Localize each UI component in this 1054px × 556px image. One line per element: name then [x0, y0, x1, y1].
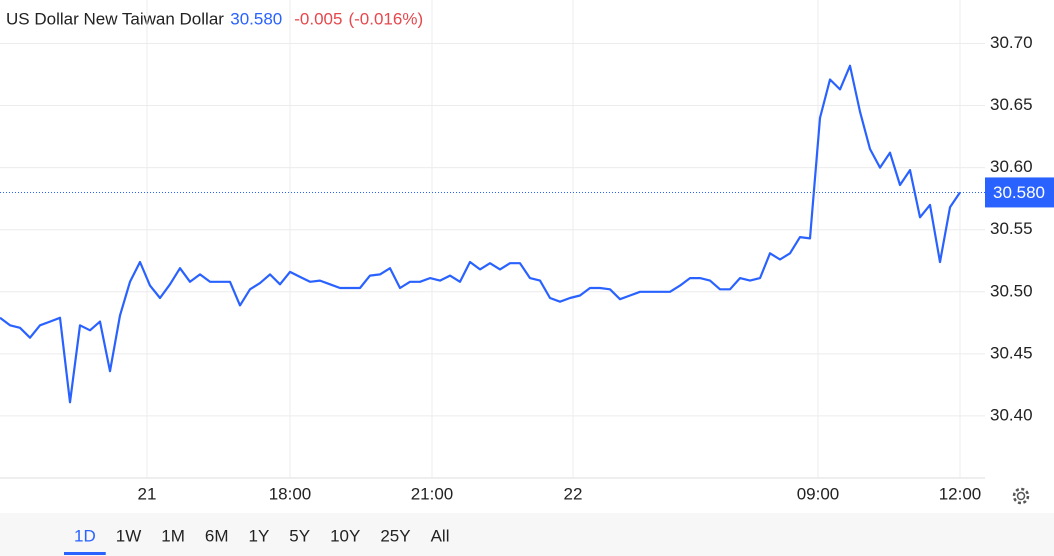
x-tick-label: 22	[564, 484, 583, 503]
y-tick-label: 30.70	[990, 33, 1033, 52]
y-tick-label: 30.40	[990, 405, 1033, 424]
x-tick-label: 18:00	[269, 484, 312, 503]
range-button[interactable]: 25Y	[380, 526, 410, 545]
range-button[interactable]: 5Y	[289, 526, 310, 545]
x-tick-label: 21:00	[411, 484, 454, 503]
range-button[interactable]: 1W	[116, 526, 142, 545]
price-line	[0, 64, 961, 404]
change: -0.005	[294, 9, 342, 28]
range-button[interactable]: 6M	[205, 526, 229, 545]
range-button[interactable]: 1M	[161, 526, 185, 545]
price-tag-label: 30.580	[993, 183, 1045, 202]
y-tick-label: 30.60	[990, 157, 1033, 176]
range-bar	[0, 513, 1054, 556]
y-tick-label: 30.55	[990, 219, 1033, 238]
range-button[interactable]: 1Y	[248, 526, 269, 545]
x-tick-label: 21	[138, 484, 157, 503]
range-button[interactable]: All	[431, 526, 450, 545]
price: 30.580	[230, 9, 282, 28]
y-tick-label: 30.50	[990, 281, 1033, 300]
settings-icon[interactable]	[1012, 487, 1030, 505]
x-tick-label: 12:00	[939, 484, 982, 503]
x-tick-label: 09:00	[797, 484, 840, 503]
range-button[interactable]: 1D	[74, 526, 96, 545]
y-tick-label: 30.65	[990, 95, 1033, 114]
price-tag	[985, 177, 1054, 208]
y-tick-label: 30.45	[990, 343, 1033, 362]
range-underline	[64, 552, 106, 555]
chart-title: US Dollar New Taiwan Dollar	[6, 9, 224, 28]
range-button[interactable]: 10Y	[330, 526, 360, 545]
change-percent: (-0.016%)	[348, 9, 423, 28]
